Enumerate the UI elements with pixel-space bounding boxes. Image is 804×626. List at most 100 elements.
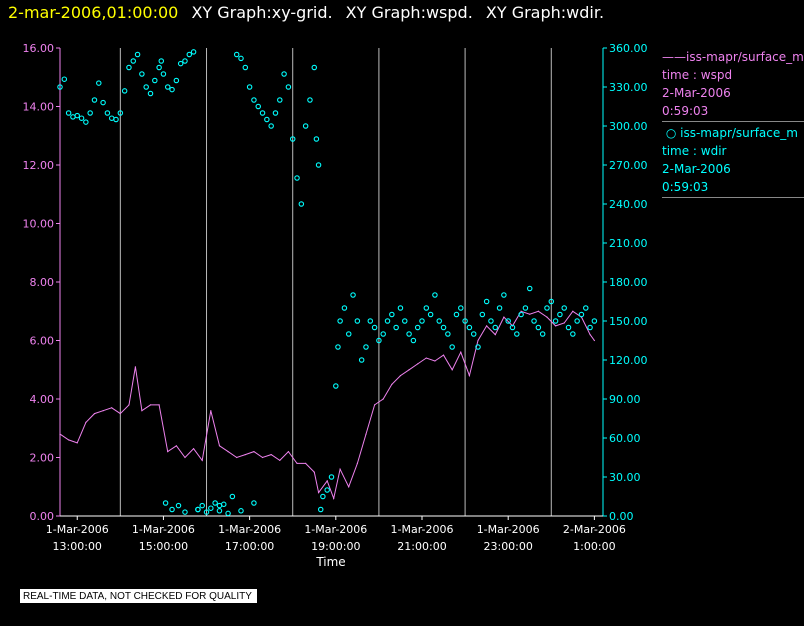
wdir-point (470, 331, 477, 337)
wdir-point (121, 88, 128, 94)
wspd-point (326, 480, 328, 482)
wdir-point (182, 58, 188, 64)
wdir-point (238, 55, 244, 62)
wdir-point (466, 324, 473, 331)
wdir-point (363, 344, 369, 350)
wspd-line (59, 310, 595, 501)
wdir-point (233, 51, 240, 58)
wdir-point (320, 493, 326, 500)
wdir-point (203, 509, 210, 515)
wdir-point (251, 500, 257, 506)
wspd-point (270, 453, 272, 456)
wspd-point (141, 410, 143, 412)
x-tick-label-date: 2-Mar-2006 (563, 523, 626, 536)
y-left-tick-label: 10.00 (23, 218, 55, 231)
wdir-point (427, 311, 434, 318)
wspd-point (149, 404, 152, 406)
wdir-point (367, 318, 374, 324)
wspd-point (356, 462, 358, 464)
wdir-point (341, 305, 348, 311)
wspd-point (434, 360, 436, 362)
y-right-tick-label: 150.00 (609, 315, 648, 328)
wdir-point (225, 510, 231, 517)
wdir-point (216, 508, 223, 514)
y-left-tick-label: 0.00 (30, 510, 55, 523)
wdir-point (479, 311, 486, 318)
wdir-point (268, 123, 274, 129)
header-datetime: 2-mar-2006,01:00:00 (8, 3, 179, 22)
wdir-point (277, 97, 283, 103)
wspd-point (305, 462, 307, 464)
wdir-point (175, 502, 182, 509)
x-tick-label-time: 13:00:00 (53, 540, 102, 553)
legend: ——iss-mapr/surface_m time : wspd 2-Mar-2… (662, 48, 804, 200)
wdir-point (574, 318, 580, 324)
wdir-point (315, 162, 322, 168)
wspd-point (503, 316, 505, 318)
header-title-grid: XY Graph:xy-grid. (191, 3, 333, 22)
wspd-point (175, 445, 177, 447)
wspd-point (572, 310, 574, 312)
wdir-point (65, 110, 72, 116)
wdir-point (565, 324, 572, 331)
wdir-point (583, 305, 589, 311)
x-tick-label-date: 1-Mar-2006 (218, 523, 281, 536)
x-tick-label-time: 21:00:00 (397, 540, 446, 553)
wdir-point (350, 292, 356, 298)
wspd-point (192, 448, 195, 450)
wdir-point (483, 298, 490, 305)
wdir-point (242, 64, 249, 71)
wdir-point (505, 318, 511, 324)
wspd-point (365, 433, 367, 435)
wdir-point (539, 331, 546, 337)
wspd-point (313, 471, 315, 473)
wspd-point (589, 334, 591, 336)
wspd-point (111, 407, 113, 409)
wdir-point (397, 305, 404, 311)
wdir-point (173, 77, 180, 84)
wdir-point (91, 97, 98, 103)
legend-series-var: time : wspd (662, 68, 733, 82)
wdir-point (557, 311, 563, 318)
wspd-point (537, 310, 539, 312)
wspd-point (167, 451, 169, 453)
wdir-point (83, 119, 89, 125)
wdir-point (78, 115, 85, 121)
y-right-tick-label: 30.00 (609, 471, 641, 484)
wdir-point (531, 318, 537, 324)
legend-series-var: time : wdir (662, 144, 727, 158)
wspd-point (227, 451, 229, 453)
wdir-point (317, 506, 324, 513)
wdir-point (509, 324, 516, 331)
wdir-point (195, 506, 201, 513)
wdir-point (307, 97, 313, 103)
wdir-point (216, 502, 223, 509)
wdir-point (458, 305, 464, 311)
wspd-point (236, 456, 238, 459)
wdir-point (130, 58, 137, 64)
x-tick-label-time: 1:00:00 (573, 540, 615, 553)
wspd-point (261, 456, 264, 459)
wspd-point (158, 404, 160, 406)
wspd-point (339, 468, 341, 470)
legend-series-time: 0:59:03 (662, 104, 709, 118)
wdir-point (311, 64, 318, 71)
legend-marker-swatch: ○ (662, 126, 681, 140)
wspd-point (468, 375, 471, 377)
wdir-point (333, 383, 339, 389)
wspd-point (546, 316, 548, 318)
wspd-point (68, 439, 70, 441)
wdir-point (302, 123, 309, 129)
x-tick-label-date: 1-Mar-2006 (304, 523, 367, 536)
wdir-point (87, 110, 93, 116)
wdir-point (57, 84, 63, 90)
legend-series-name: iss-mapr/surface_m (686, 50, 804, 64)
wspd-point (85, 421, 87, 423)
wdir-point (462, 318, 468, 324)
header-title-wdir: XY Graph:wdir. (485, 3, 605, 22)
wdir-point (212, 500, 218, 506)
wdir-point (345, 331, 352, 337)
y-right-tick-label: 300.00 (609, 120, 648, 133)
y-right-tick-label: 120.00 (609, 354, 648, 367)
y-right-tick-label: 330.00 (609, 81, 648, 94)
